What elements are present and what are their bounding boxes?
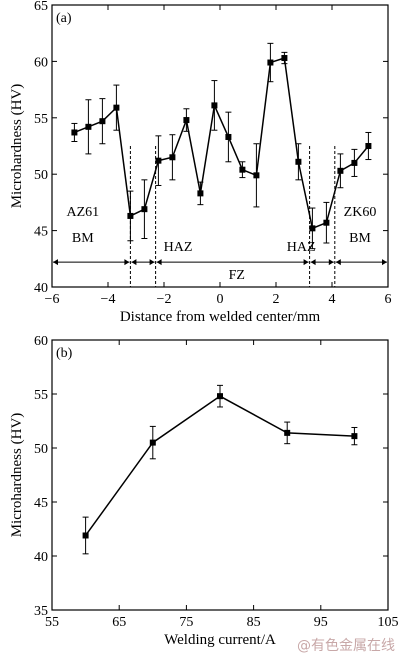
a-zone-arrowhead bbox=[156, 259, 162, 266]
a-zone-arrowhead bbox=[303, 259, 309, 266]
b-x-tick-label: 95 bbox=[314, 615, 328, 630]
b-y-tick-label: 35 bbox=[34, 604, 48, 619]
b-y-tick-label: 55 bbox=[34, 388, 48, 403]
a-data-point bbox=[281, 55, 288, 62]
a-annotation: BM bbox=[72, 231, 94, 246]
b-x-tick-label: 75 bbox=[179, 615, 193, 630]
a-series-line bbox=[74, 57, 369, 230]
a-data-point bbox=[85, 123, 92, 130]
a-data-point bbox=[197, 190, 204, 197]
watermark-text: @有色金属在线 bbox=[297, 637, 395, 654]
b-y-tick-label: 40 bbox=[34, 550, 48, 565]
a-annotation: HAZ bbox=[287, 240, 316, 255]
chart-panel-b: 55 65 75 85 95 105 35 40 45 50 55 60 Welding current… bbox=[9, 334, 399, 648]
b-x-tick-label: 85 bbox=[247, 615, 261, 630]
a-data-point bbox=[141, 206, 148, 213]
b-y-tick-label: 60 bbox=[34, 334, 48, 349]
a-annotation: FZ bbox=[229, 268, 245, 283]
a-data-point bbox=[155, 157, 162, 164]
b-data-point bbox=[351, 433, 358, 440]
a-data-point bbox=[225, 133, 232, 140]
b-y-axis-label: Microhardness (HV) bbox=[9, 413, 25, 538]
b-plot-frame bbox=[51, 339, 389, 611]
a-data-point bbox=[113, 104, 120, 111]
a-y-tick-label: 55 bbox=[34, 112, 48, 127]
a-data-point bbox=[365, 143, 372, 149]
a-x-axis-label: Distance from welded center/mm bbox=[120, 309, 321, 325]
b-x-tick-label: 105 bbox=[378, 615, 399, 630]
a-annotation: ZK60 bbox=[344, 205, 377, 220]
a-annotation: HAZ bbox=[164, 240, 193, 255]
a-data-point bbox=[309, 225, 316, 232]
a-data-point bbox=[253, 172, 260, 179]
a-data-point bbox=[337, 167, 344, 174]
a-zone-arrowhead bbox=[335, 259, 341, 266]
a-x-tick-label: 2 bbox=[273, 292, 280, 307]
b-y-tick-label: 45 bbox=[34, 496, 48, 511]
a-zone-arrowhead bbox=[328, 259, 334, 266]
a-data-point bbox=[211, 102, 218, 109]
a-data-point bbox=[239, 166, 246, 173]
a-x-tick-label: 0 bbox=[217, 292, 224, 307]
chart-panel-a: −6 −4 −2 0 2 4 6 40 45 50 55 60 65 Distance from weld… bbox=[9, 0, 392, 325]
b-x-tick-label: 55 bbox=[45, 615, 59, 630]
b-data-point bbox=[82, 532, 89, 539]
a-zone-arrowhead bbox=[124, 259, 130, 266]
a-annotation: BM bbox=[349, 231, 371, 246]
a-x-tick-label: −4 bbox=[101, 292, 116, 307]
a-zone-arrowhead bbox=[149, 259, 155, 266]
a-data-point bbox=[295, 158, 302, 165]
b-data-point bbox=[284, 429, 291, 436]
a-y-tick-label: 60 bbox=[34, 55, 48, 70]
b-x-tick-label: 65 bbox=[112, 615, 126, 630]
a-data-point bbox=[323, 219, 330, 226]
a-panel-label: (a) bbox=[56, 11, 72, 26]
a-data-point bbox=[267, 59, 274, 66]
a-y-tick-label: 65 bbox=[34, 0, 48, 14]
a-y-tick-label: 45 bbox=[34, 225, 48, 240]
a-x-tick-label: −6 bbox=[45, 292, 60, 307]
a-data-point bbox=[351, 159, 358, 166]
a-plot-frame bbox=[51, 4, 389, 288]
a-annotation: AZ61 bbox=[66, 205, 99, 220]
b-y-tick-label: 50 bbox=[34, 442, 48, 457]
a-zone-arrowhead bbox=[310, 259, 316, 266]
a-x-tick-label: 4 bbox=[329, 292, 336, 307]
b-data-point bbox=[217, 393, 223, 400]
b-x-axis-label: Welding current/A bbox=[164, 632, 276, 648]
a-y-tick-label: 50 bbox=[34, 168, 48, 183]
b-series-line bbox=[84, 395, 355, 536]
a-data-point bbox=[127, 212, 134, 219]
a-data-point bbox=[169, 154, 176, 161]
a-x-tick-label: −2 bbox=[157, 292, 172, 307]
a-zone-arrowhead bbox=[382, 259, 387, 266]
a-data-point bbox=[183, 117, 190, 124]
b-panel-label: (b) bbox=[56, 346, 73, 361]
b-data-point bbox=[149, 439, 156, 446]
a-data-point bbox=[99, 118, 106, 125]
a-x-tick-label: 6 bbox=[385, 292, 392, 307]
a-zone-arrowhead bbox=[53, 259, 58, 266]
a-y-axis-label: Microhardness (HV) bbox=[9, 84, 25, 209]
a-y-tick-label: 40 bbox=[34, 281, 48, 296]
a-zone-arrowhead bbox=[131, 259, 137, 266]
a-data-point bbox=[71, 129, 78, 136]
